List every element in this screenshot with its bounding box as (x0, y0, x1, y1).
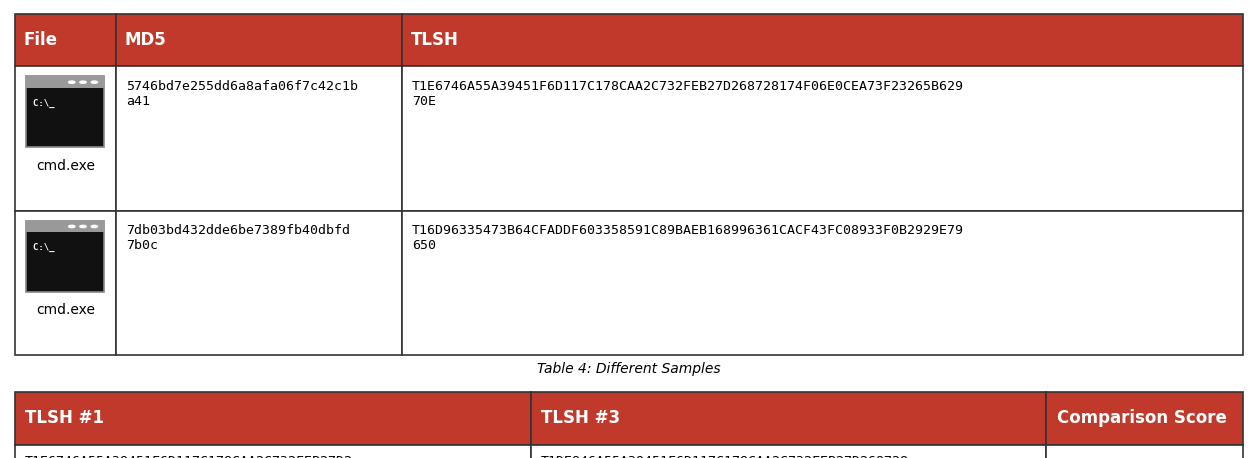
Text: Comparison Score: Comparison Score (1057, 409, 1227, 427)
Text: C:\_: C:\_ (33, 99, 59, 108)
FancyBboxPatch shape (401, 211, 1243, 355)
FancyBboxPatch shape (15, 66, 116, 211)
FancyBboxPatch shape (116, 66, 401, 211)
Text: cmd.exe: cmd.exe (36, 303, 94, 317)
FancyBboxPatch shape (531, 445, 1047, 458)
Circle shape (92, 81, 98, 83)
Circle shape (81, 81, 87, 83)
Text: MD5: MD5 (125, 31, 166, 49)
Text: C:\_: C:\_ (33, 243, 59, 252)
Text: TLSH #3: TLSH #3 (541, 409, 620, 427)
FancyBboxPatch shape (15, 211, 116, 355)
FancyBboxPatch shape (26, 76, 104, 88)
Text: T1E6746A55A39451F6D117C178CAA2C732FEB27D268728174F06E0CEA73F23265B629
70E: T1E6746A55A39451F6D117C178CAA2C732FEB27D… (411, 80, 964, 108)
FancyBboxPatch shape (1047, 445, 1243, 458)
FancyBboxPatch shape (15, 445, 531, 458)
Circle shape (69, 225, 75, 228)
FancyBboxPatch shape (531, 392, 1047, 445)
Text: T1DE846A55A39451F6D117C178CAA2C732FEB27D268728
174F06E0CEA73F23265B62970E: T1DE846A55A39451F6D117C178CAA2C732FEB27D… (541, 455, 908, 458)
FancyBboxPatch shape (401, 66, 1243, 211)
Text: T1E6746A55A39451F6D117C178CAA2C732FEB27D2
68728174F06E0CEA73F23265B62970E: T1E6746A55A39451F6D117C178CAA2C732FEB27D… (25, 455, 353, 458)
Circle shape (69, 81, 75, 83)
FancyBboxPatch shape (15, 14, 116, 66)
FancyBboxPatch shape (26, 221, 104, 292)
Text: 5746bd7e255dd6a8afa06f7c42c1b
a41: 5746bd7e255dd6a8afa06f7c42c1b a41 (126, 80, 357, 108)
FancyBboxPatch shape (26, 76, 104, 147)
FancyBboxPatch shape (116, 211, 401, 355)
Text: File: File (24, 31, 58, 49)
FancyBboxPatch shape (26, 221, 104, 232)
FancyBboxPatch shape (15, 392, 531, 445)
Text: T16D96335473B64CFADDF603358591C89BAEB168996361CACF43FC08933F0B2929E79
650: T16D96335473B64CFADDF603358591C89BAEB168… (411, 224, 964, 252)
Text: Table 4: Different Samples: Table 4: Different Samples (537, 362, 721, 376)
FancyBboxPatch shape (401, 14, 1243, 66)
Text: TLSH: TLSH (410, 31, 458, 49)
Circle shape (92, 225, 98, 228)
FancyBboxPatch shape (116, 14, 401, 66)
Text: 7db03bd432dde6be7389fb40dbfd
7b0c: 7db03bd432dde6be7389fb40dbfd 7b0c (126, 224, 350, 252)
Circle shape (81, 225, 87, 228)
FancyBboxPatch shape (1047, 392, 1243, 445)
Text: TLSH #1: TLSH #1 (25, 409, 104, 427)
Text: cmd.exe: cmd.exe (36, 159, 94, 173)
